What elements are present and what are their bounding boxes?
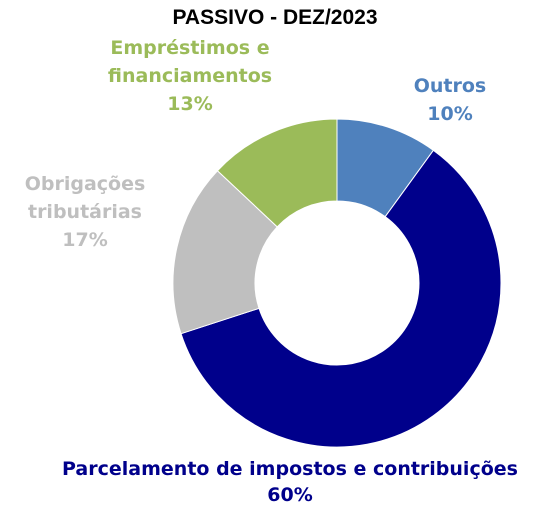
donut-slice — [216, 118, 338, 228]
category-label: Outros — [413, 75, 487, 97]
value-label: 10% — [427, 103, 473, 125]
slice-label: Parcelamento de impostos e contribuições… — [0, 456, 533, 508]
slice-label: Empréstimos e financiamentos 13% — [90, 34, 290, 118]
category-label: Parcelamento de impostos e contribuições — [62, 458, 518, 480]
slice-label: Outros 10% — [380, 72, 520, 128]
value-label: 13% — [167, 93, 213, 115]
category-label: Empréstimos e financiamentos — [107, 37, 273, 87]
donut-slice — [172, 170, 278, 335]
slice-label: Obrigações tributárias 17% — [0, 170, 170, 254]
value-label: 60% — [267, 484, 313, 506]
category-label: Obrigações tributárias — [24, 173, 146, 223]
value-label: 17% — [62, 229, 108, 251]
chart-title: PASSIVO - DEZ/2023 — [172, 6, 378, 29]
donut-slice — [180, 149, 502, 448]
